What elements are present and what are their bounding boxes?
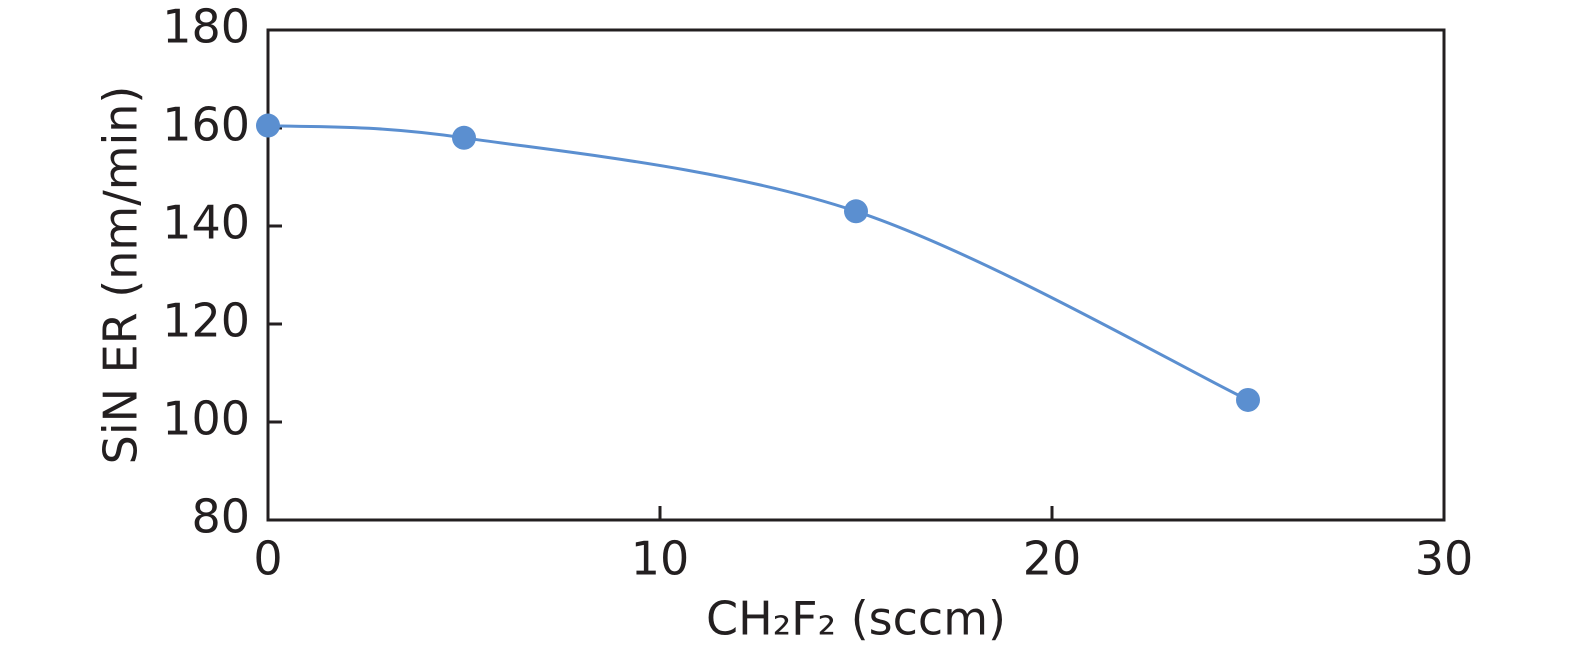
y-tick-label: 140 (162, 196, 250, 250)
y-axis-label: SiN ER (nm/min) (94, 86, 148, 465)
marker (844, 199, 868, 224)
y-tick-label: 100 (162, 392, 250, 446)
x-tick-label: 30 (1415, 532, 1474, 586)
y-tick-label: 180 (162, 0, 250, 54)
x-axis-label: CH₂F₂ (sccm) (706, 592, 1006, 646)
marker (256, 113, 280, 138)
marker (452, 125, 476, 150)
plot-frame (266, 28, 1446, 522)
x-tick-label: 10 (631, 532, 690, 586)
y-tick-label: 160 (162, 98, 250, 152)
y-tick-label: 80 (191, 490, 250, 544)
y-tick-label: 120 (162, 294, 250, 348)
marker (1236, 387, 1260, 412)
x-tick-label: 0 (253, 532, 282, 586)
line (267, 124, 1249, 402)
x-tick-label: 20 (1023, 532, 1082, 586)
